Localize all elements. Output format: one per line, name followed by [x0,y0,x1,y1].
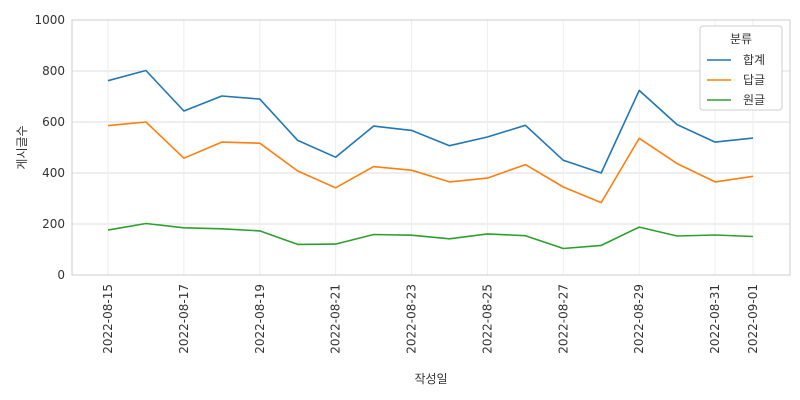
legend-label: 원글 [743,93,765,107]
legend-box [699,25,783,111]
x-tick-label: 2022-09-01 [746,284,760,354]
y-tick-label: 200 [42,217,65,231]
y-tick-label: 600 [42,115,65,129]
y-tick-label: 400 [42,166,65,180]
x-tick-label: 2022-08-15 [101,284,115,354]
y-tick-label: 800 [42,64,65,78]
x-tick-label: 2022-08-19 [253,284,267,354]
x-tick-label: 2022-08-17 [177,284,191,354]
x-tick-label: 2022-08-29 [632,284,646,354]
series-lines [107,69,754,250]
x-tick-label: 2022-08-31 [708,284,722,354]
x-tick-label: 2022-08-25 [480,284,494,354]
series-line-2 [107,222,754,250]
x-axis-ticks: 2022-08-15 2022-08-17 2022-08-19 2022-08-21… [101,284,760,354]
y-tick-label: 1000 [34,13,65,27]
legend-label: 합계 [743,53,765,67]
x-tick-label: 2022-08-23 [405,284,419,354]
legend-label: 답글 [743,73,765,87]
y-axis-title: 게시글수 [15,125,29,169]
x-axis-title: 작성일 [414,372,447,386]
series-line-0 [107,69,754,174]
legend-title: 분류 [730,32,752,46]
plot-area-frame [71,19,791,276]
y-axis-ticks: 0 200 400 600 800 1000 [34,13,65,282]
y-tick-label: 0 [57,268,65,282]
x-tick-label: 2022-08-27 [556,284,570,354]
series-line-1 [107,121,754,204]
x-tick-label: 2022-08-21 [329,284,343,354]
